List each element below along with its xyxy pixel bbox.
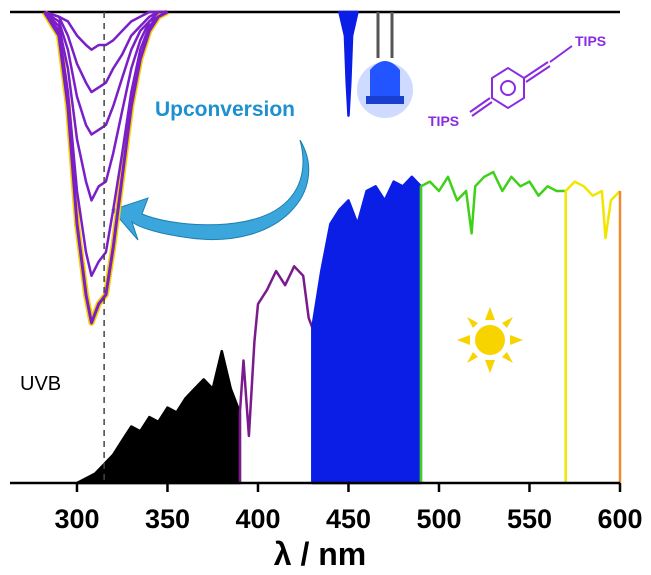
series-line [43,10,169,325]
x-tick-label: 600 [597,504,642,534]
annotation: Upconversion [155,98,295,121]
series-line [43,10,168,136]
x-tick-label: 300 [54,504,99,534]
series-area [311,175,423,485]
series-area [338,10,359,117]
series-line [238,265,314,483]
annotation: TIPS [428,113,459,129]
annotation: UVB [20,373,61,395]
x-tick-label: 450 [326,504,371,534]
sun-icon [457,307,523,373]
x-tick-label: 500 [416,504,461,534]
x-tick-label: 350 [145,504,190,534]
series-area [75,349,242,485]
led-icon [357,12,413,118]
series-line [43,10,169,202]
molecule [469,45,573,117]
series-line [564,180,621,483]
x-tick-label: 550 [507,504,552,534]
x-axis-label: λ / nm [274,536,366,572]
x-tick-label: 400 [235,504,280,534]
series-line [419,170,566,483]
annotation: TIPS [575,33,606,49]
series-line [44,10,168,94]
series-line [44,10,168,51]
upconversion-arrow [111,139,310,241]
series-line [43,10,169,278]
